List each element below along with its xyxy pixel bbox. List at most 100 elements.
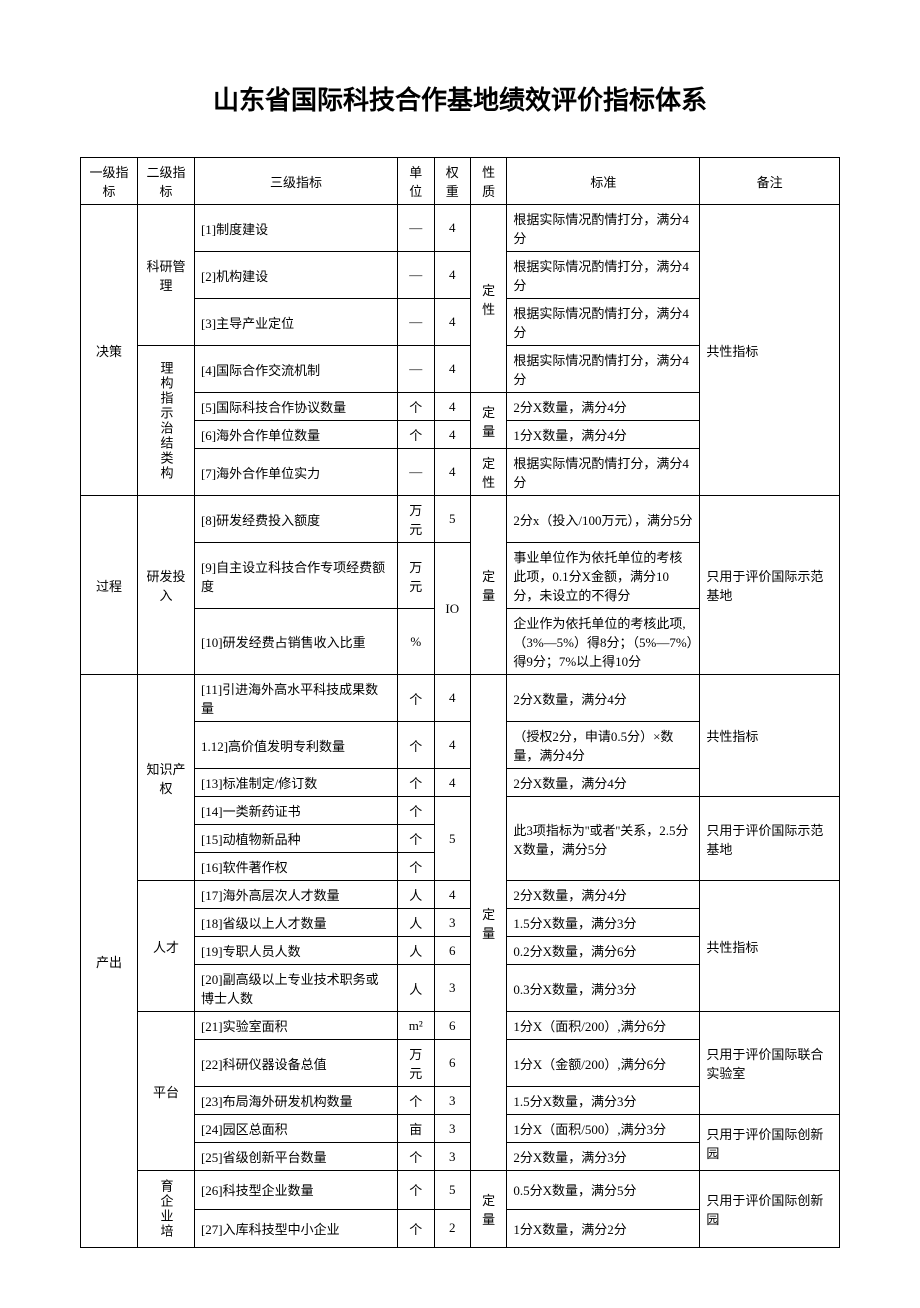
cell-unit: m² — [397, 1012, 434, 1040]
cell-weight: 3 — [434, 1143, 470, 1171]
cell-standard: 1.5分X数量，满分3分 — [507, 1087, 700, 1115]
cell-weight: 4 — [434, 421, 470, 449]
cell-unit: 个 — [397, 797, 434, 825]
cell-l3: [6]海外合作单位数量 — [194, 421, 397, 449]
cell-l3: [5]国际科技合作协议数量 — [194, 393, 397, 421]
cell-l3: [15]动植物新品种 — [194, 825, 397, 853]
indicator-table: 一级指标 二级指标 三级指标 单位 权重 性质 标准 备注 决策 科研管理 [1… — [80, 157, 840, 1248]
cell-unit: 个 — [397, 421, 434, 449]
cell-unit: 万元 — [397, 496, 434, 543]
cell-l3: [20]副高级以上专业技术职务或博士人数 — [194, 965, 397, 1012]
cell-standard: 1分X数量，满分2分 — [507, 1209, 700, 1248]
cell-nature: 定量 — [471, 675, 507, 1171]
cell-standard: 1分X（面积/500）,满分3分 — [507, 1115, 700, 1143]
cell-weight: 6 — [434, 1040, 470, 1087]
table-header-row: 一级指标 二级指标 三级指标 单位 权重 性质 标准 备注 — [81, 158, 840, 205]
cell-standard: 0.2分X数量，满分6分 — [507, 937, 700, 965]
l2-incubate: 育企业培 — [137, 1171, 194, 1248]
header-l2: 二级指标 — [137, 158, 194, 205]
cell-weight: 3 — [434, 1115, 470, 1143]
cell-weight: IO — [434, 543, 470, 675]
cell-standard: 此3项指标为''或者''关系，2.5分X数量，满分5分 — [507, 797, 700, 881]
cell-weight: 3 — [434, 1087, 470, 1115]
cell-l3: [17]海外高层次人才数量 — [194, 881, 397, 909]
cell-standard: 根据实际情况酌情打分，满分4分 — [507, 449, 700, 496]
cell-weight: 4 — [434, 205, 470, 252]
header-standard: 标准 — [507, 158, 700, 205]
cell-weight: 4 — [434, 675, 470, 722]
cell-unit: 个 — [397, 675, 434, 722]
table-row: 平台 [21]实验室面积 m² 6 1分X（面积/200）,满分6分 只用于评价… — [81, 1012, 840, 1040]
l2-ip: 知识产权 — [137, 675, 194, 881]
cell-l3: [11]引进海外高水平科技成果数量 — [194, 675, 397, 722]
cell-l3: 1.12]高价值发明专利数量 — [194, 722, 397, 769]
cell-weight: 6 — [434, 937, 470, 965]
l1-process: 过程 — [81, 496, 138, 675]
cell-weight: 4 — [434, 393, 470, 421]
cell-l3: [23]布局海外研发机构数量 — [194, 1087, 397, 1115]
l2-platform: 平台 — [137, 1012, 194, 1171]
cell-standard: 1分X（面积/200）,满分6分 — [507, 1012, 700, 1040]
cell-l3: [16]软件著作权 — [194, 853, 397, 881]
cell-l3: [13]标准制定/修订数 — [194, 769, 397, 797]
cell-remark: 只用于评价国际创新园 — [700, 1115, 840, 1171]
l1-output: 产出 — [81, 675, 138, 1248]
cell-l3: [4]国际合作交流机制 — [194, 346, 397, 393]
l2-talent: 人才 — [137, 881, 194, 1012]
cell-l3: [9]自主设立科技合作专项经费额度 — [194, 543, 397, 609]
cell-standard: 根据实际情况酌情打分，满分4分 — [507, 205, 700, 252]
cell-weight: 4 — [434, 299, 470, 346]
cell-l3: [3]主导产业定位 — [194, 299, 397, 346]
cell-standard: 1.5分X数量，满分3分 — [507, 909, 700, 937]
cell-unit: — — [397, 449, 434, 496]
cell-unit: 个 — [397, 825, 434, 853]
cell-standard: 根据实际情况酌情打分，满分4分 — [507, 346, 700, 393]
cell-standard: 2分X数量，满分4分 — [507, 769, 700, 797]
l2-structure: 理构指示治结类构 — [137, 346, 194, 496]
header-nature: 性质 — [471, 158, 507, 205]
cell-weight: 3 — [434, 965, 470, 1012]
cell-l3: [21]实验室面积 — [194, 1012, 397, 1040]
cell-standard: 根据实际情况酌情打分，满分4分 — [507, 299, 700, 346]
cell-nature: 定量 — [471, 496, 507, 675]
cell-standard: 1分X（金额/200）,满分6分 — [507, 1040, 700, 1087]
cell-weight: 4 — [434, 252, 470, 299]
header-weight: 权重 — [434, 158, 470, 205]
cell-unit: % — [397, 609, 434, 675]
cell-standard: 0.5分X数量，满分5分 — [507, 1171, 700, 1210]
cell-l3: [7]海外合作单位实力 — [194, 449, 397, 496]
cell-standard: （授权2分，申请0.5分）×数量，满分4分 — [507, 722, 700, 769]
table-row: [24]园区总面积 亩 3 1分X（面积/500）,满分3分 只用于评价国际创新… — [81, 1115, 840, 1143]
cell-unit: 个 — [397, 1171, 434, 1210]
cell-unit: 人 — [397, 881, 434, 909]
cell-standard: 企业作为依托单位的考核此项,（3%—5%）得8分；（5%—7%）得9分；7%以上… — [507, 609, 700, 675]
cell-weight: 2 — [434, 1209, 470, 1248]
cell-unit: 个 — [397, 393, 434, 421]
cell-l3: [18]省级以上人才数量 — [194, 909, 397, 937]
cell-unit: 亩 — [397, 1115, 434, 1143]
cell-standard: 事业单位作为依托单位的考核此项，0.1分X金额，满分10分，未设立的不得分 — [507, 543, 700, 609]
cell-weight: 5 — [434, 797, 470, 881]
table-row: 过程 研发投入 [8]研发经费投入额度 万元 5 定量 2分x（投入/100万元… — [81, 496, 840, 543]
cell-unit: — — [397, 252, 434, 299]
cell-unit: 个 — [397, 722, 434, 769]
cell-l3: [24]园区总面积 — [194, 1115, 397, 1143]
cell-remark: 只用于评价国际示范基地 — [700, 797, 840, 881]
cell-unit: 万元 — [397, 1040, 434, 1087]
cell-unit: — — [397, 205, 434, 252]
cell-unit: — — [397, 346, 434, 393]
cell-remark: 共性指标 — [700, 881, 840, 1012]
cell-l3: [22]科研仪器设备总值 — [194, 1040, 397, 1087]
cell-standard: 2分X数量，满分4分 — [507, 675, 700, 722]
page-title: 山东省国际科技合作基地绩效评价指标体系 — [80, 80, 840, 117]
cell-unit: 个 — [397, 853, 434, 881]
table-row: 产出 知识产权 [11]引进海外高水平科技成果数量 个 4 定量 2分X数量，满… — [81, 675, 840, 722]
cell-weight: 4 — [434, 881, 470, 909]
cell-weight: 4 — [434, 769, 470, 797]
cell-nature: 定量 — [471, 1171, 507, 1248]
cell-remark: 共性指标 — [700, 675, 840, 797]
cell-weight: 4 — [434, 722, 470, 769]
l1-decision: 决策 — [81, 205, 138, 496]
cell-standard: 2分X数量，满分4分 — [507, 393, 700, 421]
cell-standard: 2分X数量，满分4分 — [507, 881, 700, 909]
